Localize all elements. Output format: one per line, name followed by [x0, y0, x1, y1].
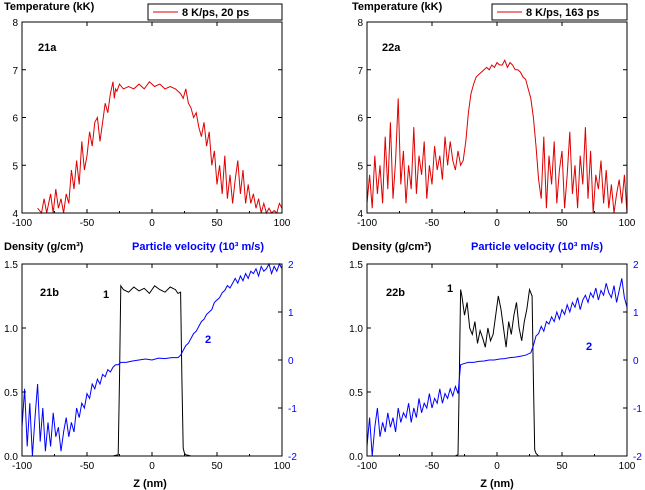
y2-axis-label: Particle velocity (10³ m/s) [471, 241, 603, 253]
x-tick-label: -100 [12, 461, 32, 472]
series-line-8-K-ps-163-ps [366, 58, 628, 214]
curve-label-1: 1 [103, 289, 109, 301]
y-tick-label: 7 [12, 66, 18, 77]
series-line-2 [21, 262, 283, 457]
y-tick-label: 6 [12, 114, 18, 125]
legend-label: 8 K/ps, 20 ps [182, 7, 249, 19]
x-tick-label: 50 [211, 461, 223, 472]
y-tick-label: 4 [357, 209, 363, 220]
series-line-1 [367, 287, 627, 457]
panel-22a: -100 -50 0 50 100 4 5 6 7 8 22a Temperature (kK) 8 K… [352, 1, 636, 229]
series-line-8-K-ps-20-ps [37, 80, 283, 215]
x-tick-label: -100 [357, 218, 377, 229]
x-tick-label: -50 [80, 461, 95, 472]
y-tick-label: 8 [357, 18, 363, 29]
plot-frame [366, 21, 628, 214]
x-tick-label: -50 [80, 218, 95, 229]
y2-tick-label: 2 [633, 260, 639, 271]
panel-label: 21a [38, 42, 57, 54]
x-tick-label: 100 [274, 218, 291, 229]
y-tick-label: 1.5 [349, 260, 363, 271]
y-tick-label: 0.5 [4, 388, 18, 399]
y2-tick-label: -2 [633, 452, 642, 463]
x-axis-label: Z (nm) [480, 478, 514, 490]
y2-tick-label: -1 [633, 404, 642, 415]
x-tick-label: 0 [494, 218, 500, 229]
y-axis-label: Density (g/cm³) [4, 241, 84, 253]
y2-tick-label: -1 [288, 404, 297, 415]
curve-label-1: 1 [447, 283, 453, 295]
series-line-1 [22, 284, 282, 457]
curve-label-2: 2 [205, 334, 211, 346]
panel-21a: -100 -50 0 50 100 4 5 6 7 8 21a Temperature (kK) 8 K… [4, 1, 291, 229]
x-axis-label: Z (nm) [133, 478, 167, 490]
y-tick-label: 8 [12, 18, 18, 29]
x-tick-label: 100 [619, 218, 636, 229]
x-tick-label: 100 [274, 461, 291, 472]
y2-tick-label: 1 [633, 308, 639, 319]
y2-axis-label: Particle velocity (10³ m/s) [132, 241, 264, 253]
panel-22b: -100 -50 0 50 100 0.0 0.5 1.0 1.5 -2 -1 0 1 2 22b Densi… [349, 241, 642, 490]
y2-tick-label: 0 [633, 356, 639, 367]
y-axis-label: Density (g/cm³) [352, 241, 432, 253]
panel-label: 21b [40, 287, 59, 299]
legend-label: 8 K/ps, 163 ps [526, 7, 599, 19]
series-line-2 [366, 278, 628, 457]
x-tick-label: 50 [556, 461, 568, 472]
y2-tick-label: 1 [288, 308, 294, 319]
x-tick-label: -50 [425, 461, 440, 472]
y-tick-label: 4 [12, 209, 18, 220]
x-tick-label: -100 [12, 218, 32, 229]
x-tick-label: 50 [556, 218, 568, 229]
y-tick-label: 5 [357, 161, 363, 172]
panel-label: 22a [382, 42, 401, 54]
y-tick-label: 5 [12, 161, 18, 172]
y-tick-label: 0.0 [4, 452, 18, 463]
legend-box [491, 3, 628, 21]
y-tick-label: 0.0 [349, 452, 363, 463]
plot-frame [21, 21, 283, 214]
x-tick-label: 100 [619, 461, 636, 472]
x-tick-label: -50 [425, 218, 440, 229]
y2-tick-label: 0 [288, 356, 294, 367]
y-tick-label: 1.5 [4, 260, 18, 271]
x-tick-label: 50 [211, 218, 223, 229]
x-tick-label: -100 [357, 461, 377, 472]
y2-tick-label: -2 [288, 452, 297, 463]
panel-21b: -100 -50 0 50 100 0.0 0.5 1.0 1.5 -2 -1 0 1 2 21b Densi… [4, 241, 297, 490]
y-tick-label: 0.5 [349, 388, 363, 399]
x-tick-label: 0 [494, 461, 500, 472]
y-tick-label: 1.0 [349, 324, 363, 335]
y2-tick-label: 2 [288, 260, 294, 271]
curve-label-2: 2 [586, 341, 592, 353]
y-tick-label: 7 [357, 66, 363, 77]
y-tick-label: 6 [357, 114, 363, 125]
panel-label: 22b [386, 287, 405, 299]
y-axis-label: Temperature (kK) [352, 1, 443, 13]
x-tick-label: 0 [149, 461, 155, 472]
y-tick-label: 1.0 [4, 324, 18, 335]
y-axis-label: Temperature (kK) [4, 1, 95, 13]
legend-box [147, 3, 283, 21]
x-tick-label: 0 [149, 218, 155, 229]
